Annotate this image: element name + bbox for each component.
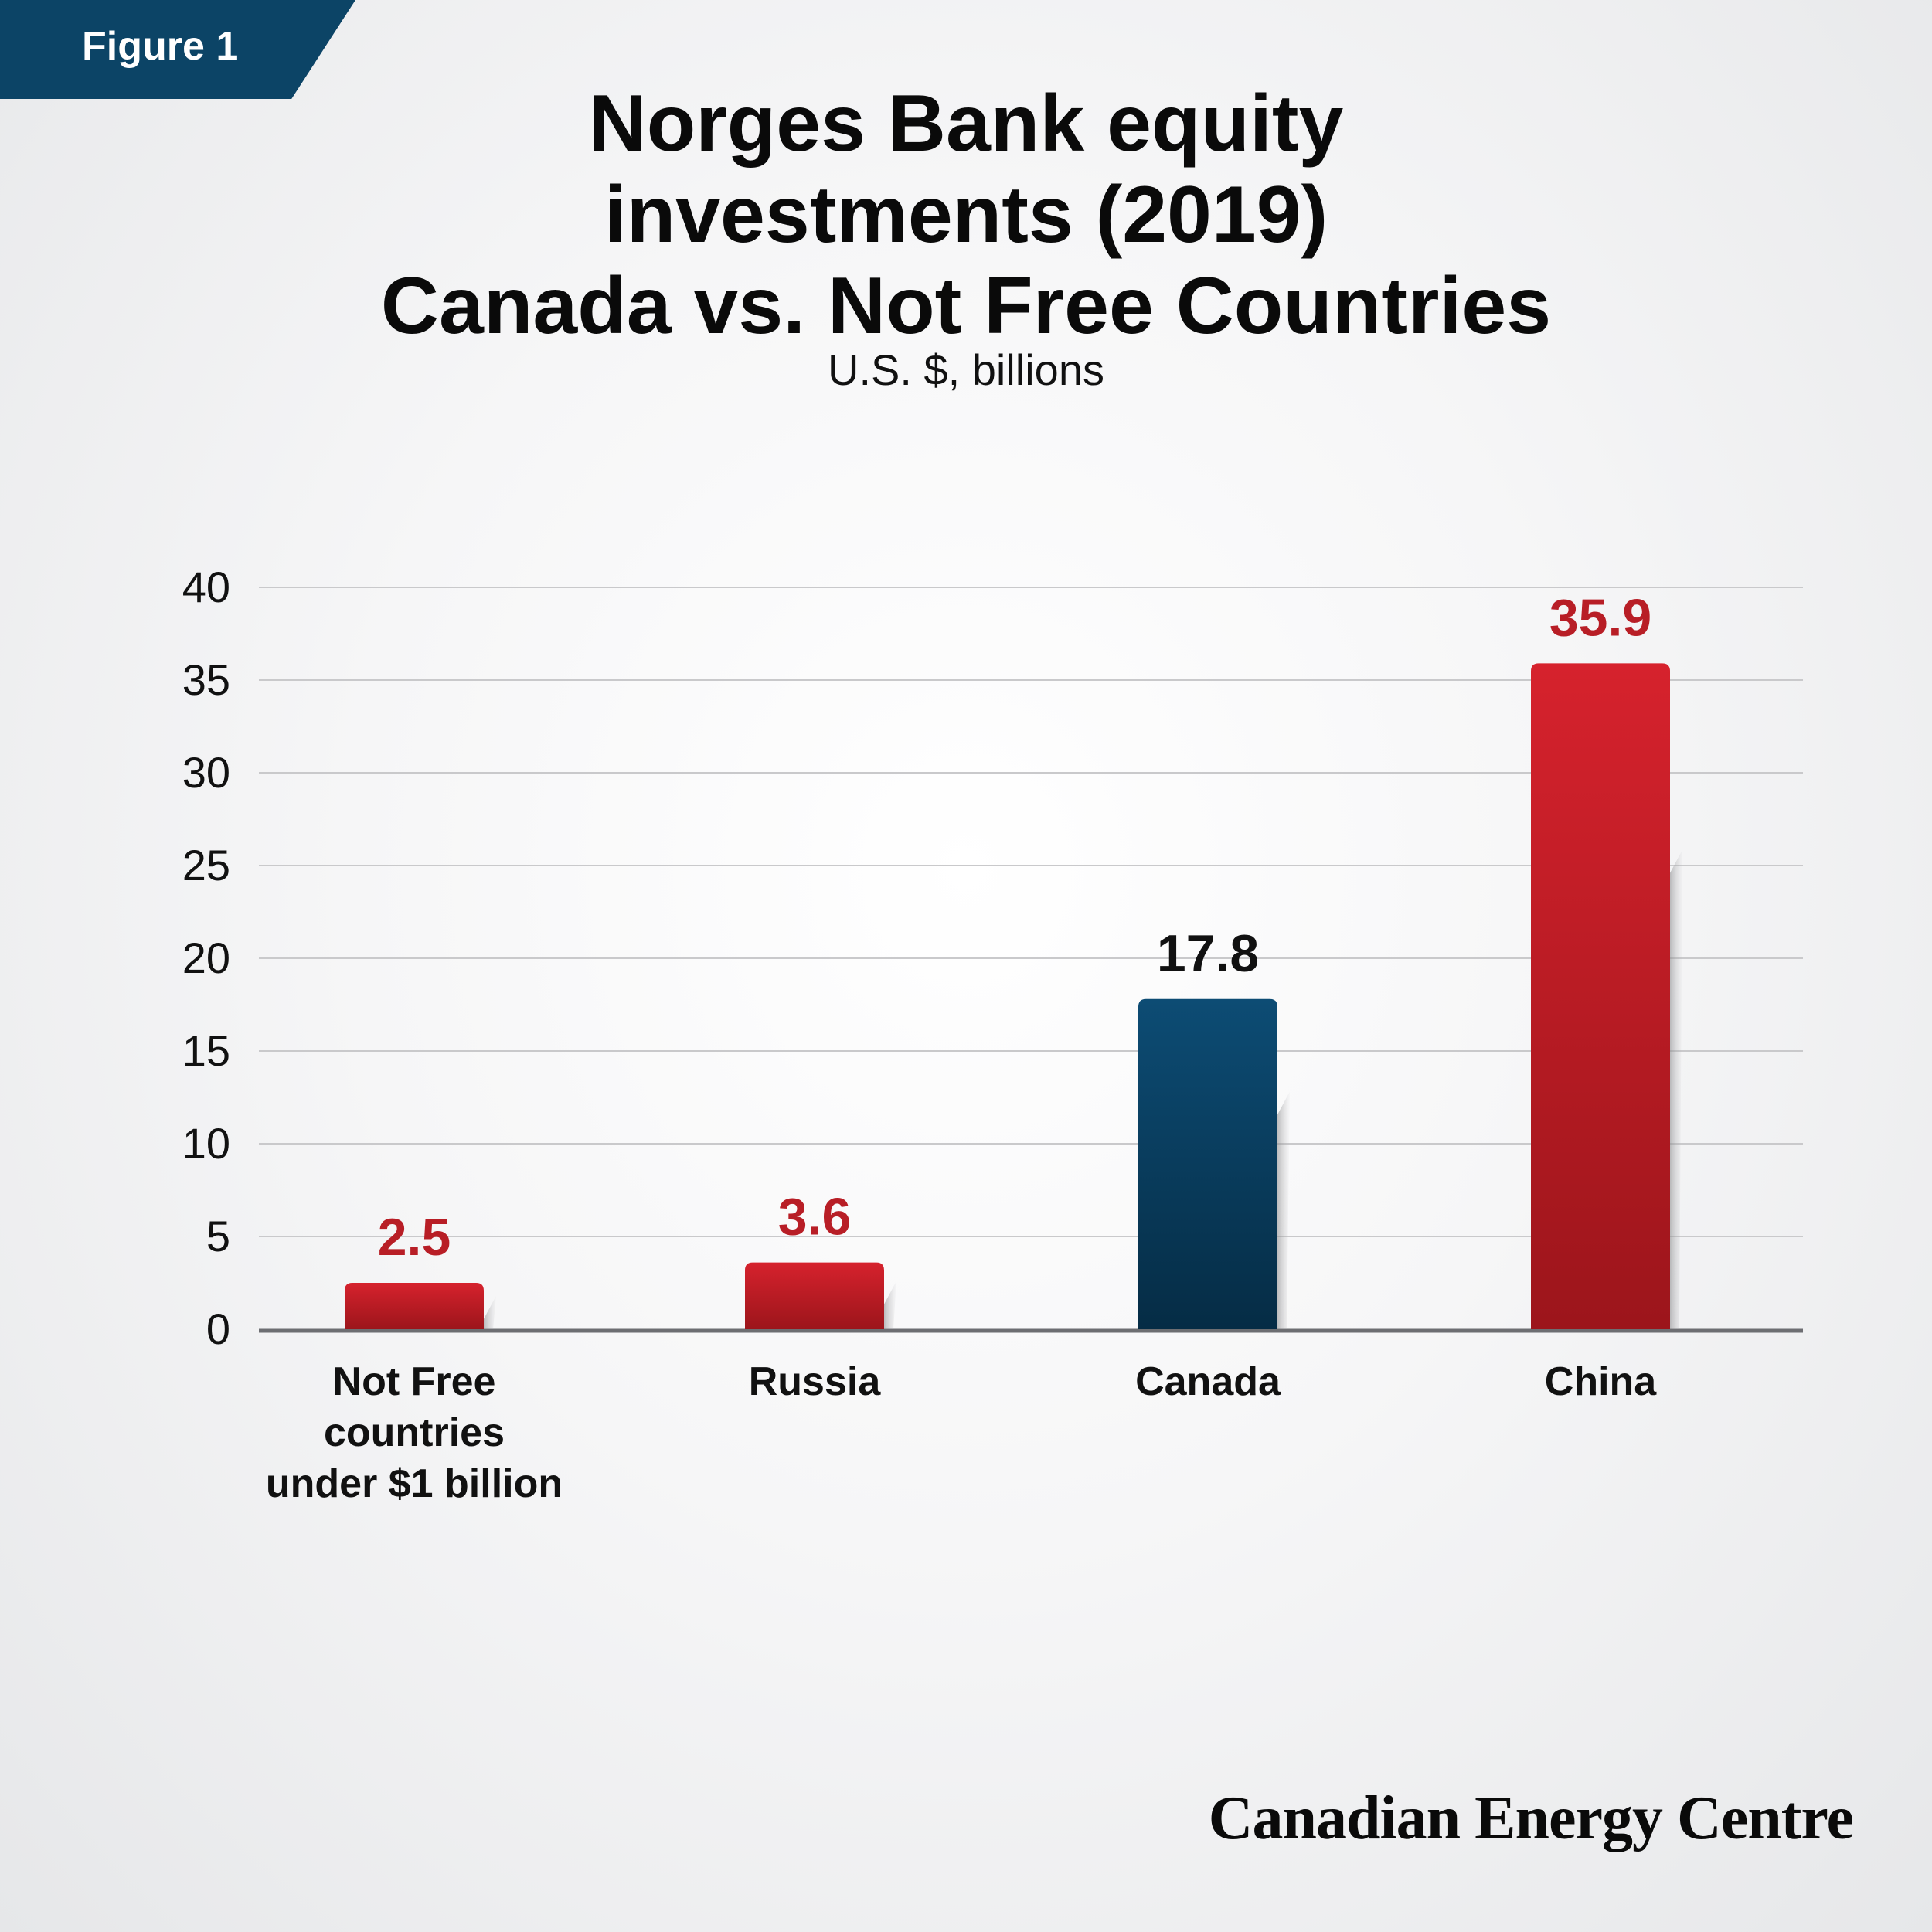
data-label: 2.5 <box>378 1208 451 1267</box>
category-label: Canada <box>1135 1359 1281 1404</box>
chart-title-line-1: Norges Bank equity <box>588 79 1344 168</box>
category-label: Russia <box>749 1359 882 1404</box>
chart-title-line-2: investments (2019) <box>604 170 1328 260</box>
y-tick-label: 5 <box>206 1212 230 1260</box>
y-tick-label: 15 <box>182 1026 230 1075</box>
bar-2 <box>1138 998 1277 1329</box>
canadian-energy-centre-logo: Canadian Energy Centre <box>1208 1784 1854 1852</box>
y-tick-label: 10 <box>182 1119 230 1168</box>
bar-shadow <box>1277 1091 1290 1329</box>
figure-tab: Figure 1 <box>0 0 355 99</box>
y-tick-label: 30 <box>182 748 230 797</box>
bar-shadow <box>884 1281 896 1329</box>
y-tick-label: 35 <box>182 655 230 704</box>
bar-3 <box>1531 663 1670 1329</box>
y-tick-label: 25 <box>182 841 230 889</box>
category-label: countries <box>324 1410 505 1455</box>
figure-label: Figure 1 <box>82 24 239 69</box>
y-tick-label: 0 <box>206 1304 230 1353</box>
category-label: Not Free <box>333 1359 496 1404</box>
data-label: 17.8 <box>1157 924 1259 983</box>
chart-subtitle: U.S. $, billions <box>828 345 1104 394</box>
y-tick-label: 40 <box>182 563 230 611</box>
y-tick-label: 20 <box>182 934 230 982</box>
data-label: 35.9 <box>1549 588 1651 647</box>
category-label: under $1 billion <box>266 1461 563 1506</box>
bar-shadow <box>1670 849 1682 1329</box>
category-label: China <box>1545 1359 1658 1404</box>
bar-0 <box>345 1283 484 1329</box>
chart-title-line-3: Canada vs. Not Free Countries <box>380 261 1552 351</box>
bar-1 <box>745 1262 884 1329</box>
bar-shadow <box>484 1295 496 1329</box>
data-label: 3.6 <box>778 1188 852 1247</box>
